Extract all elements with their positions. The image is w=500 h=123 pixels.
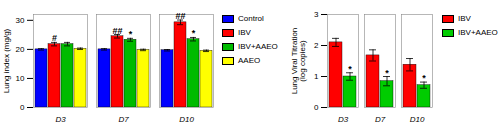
svg-text:*: *: [348, 64, 352, 74]
svg-text:D10: D10: [179, 115, 194, 123]
svg-text:0: 0: [314, 103, 319, 112]
svg-text:D7: D7: [118, 115, 129, 123]
html-text:IBV+AAEO: IBV+AAEO: [458, 28, 498, 37]
svg-text:*: *: [192, 28, 196, 38]
svg-text:3: 3: [314, 10, 319, 19]
html-text:IBV: IBV: [238, 28, 251, 37]
html-text:AAEO: AAEO: [238, 56, 261, 65]
svg-text:2: 2: [314, 41, 319, 50]
svg-text:30: 30: [16, 16, 25, 25]
svg-text:Lung index (mg/g): Lung index (mg/g): [2, 28, 11, 93]
svg-text:D3: D3: [55, 115, 66, 123]
svg-text:Lung Viral Titration(log copie: Lung Viral Titration(log copies): [290, 28, 307, 95]
svg-text:*: *: [129, 29, 133, 39]
svg-text:0: 0: [20, 103, 25, 112]
html-text:IBV+AAEO: IBV+AAEO: [238, 42, 278, 51]
html-text:Control: Control: [238, 14, 264, 23]
svg-text:1: 1: [314, 72, 319, 81]
svg-text:D10: D10: [410, 115, 425, 123]
svg-text:#: #: [52, 33, 57, 43]
svg-text:D3: D3: [338, 115, 349, 123]
html-text:IBV: IBV: [458, 14, 471, 23]
svg-text:10: 10: [16, 74, 25, 83]
svg-text:##: ##: [112, 26, 122, 36]
svg-text:D7: D7: [375, 115, 386, 123]
svg-text:*: *: [422, 73, 426, 83]
svg-text:20: 20: [16, 45, 25, 54]
svg-text:*: *: [385, 68, 389, 78]
svg-text:##: ##: [175, 11, 185, 21]
